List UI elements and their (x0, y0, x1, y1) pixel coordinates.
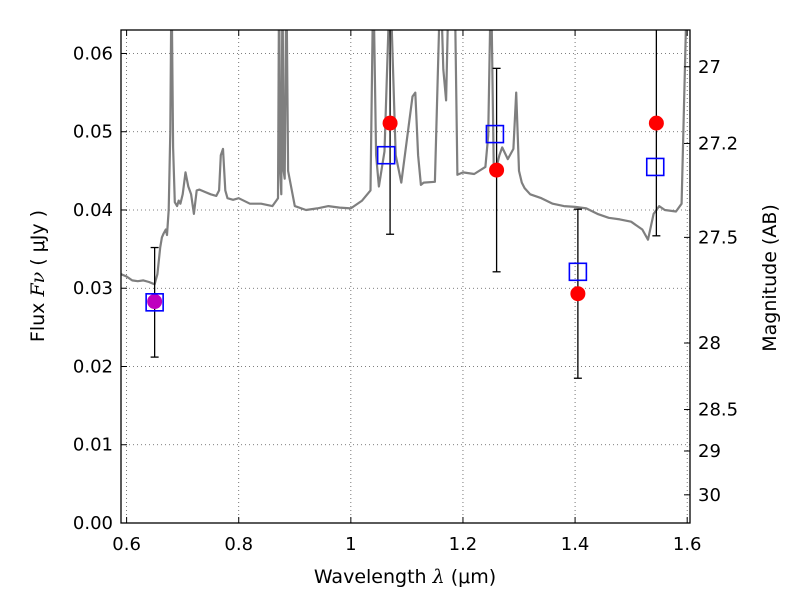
model-photometry-point-2 (485, 124, 505, 144)
x-tick-label-0: 0.6 (112, 534, 141, 555)
y-tick-label-0: 0.00 (73, 513, 113, 534)
model-photometry-points (145, 124, 665, 312)
y-tick-label-1: 0.01 (73, 435, 113, 456)
model-photometry-point-0 (145, 293, 164, 312)
y-axis-label-units: ( μJy ) (27, 210, 49, 272)
magnitude-tick-label-3: 28 (698, 333, 721, 354)
model-spectrum-line (121, 30, 687, 286)
magnitude-tick-label-1: 27.2 (698, 133, 738, 154)
model-photometry-point-3 (568, 262, 588, 282)
y-tick-label-5: 0.05 (73, 122, 113, 143)
observed-points (147, 115, 664, 310)
observed-point-2 (489, 162, 505, 178)
model-photometry-point-1 (376, 145, 396, 165)
magnitude-tick-label-4: 28.5 (698, 400, 738, 421)
x-axis-ticks: 0.6 0.8 1 1.2 1.4 1.6 (112, 30, 702, 555)
observed-point-0 (147, 294, 163, 310)
y-tick-label-3: 0.03 (73, 278, 113, 299)
y-tick-label-2: 0.02 (73, 356, 113, 377)
x-tick-label-3: 1.2 (449, 534, 478, 555)
x-tick-label-5: 1.6 (673, 534, 702, 555)
magnitude-tick-label-2: 27.5 (698, 227, 738, 248)
y-tick-label-6: 0.06 (73, 43, 113, 64)
magnitude-tick-label-6: 30 (698, 485, 721, 506)
magnitude-tick-label-0: 27 (698, 57, 721, 78)
x-axis-label-units: (μm) (445, 566, 496, 588)
x-tick-label-2: 1 (345, 534, 356, 555)
grid-lines (121, 30, 690, 523)
y-axis-label: Flux Fν ( μJy ) (27, 210, 49, 342)
y-axis-label-prefix: Flux (27, 297, 49, 343)
plot-frame (120, 29, 691, 524)
observed-point-4 (648, 115, 664, 131)
y-axis-ticks: 0.00 0.01 0.02 0.03 0.04 0.05 0.06 (73, 43, 127, 534)
x-axis-label-symbol: λ (432, 566, 445, 588)
x-tick-label-4: 1.4 (561, 534, 590, 555)
magnitude-axis-label: Magnitude (AB) (759, 204, 781, 352)
magnitude-axis-ticks: 27 27.2 27.5 28 28.5 29 30 (684, 57, 738, 506)
plot-background (121, 30, 690, 523)
model-photometry-point-4 (645, 157, 665, 177)
x-tick-label-1: 0.8 (224, 534, 253, 555)
x-axis-label-prefix: Wavelength (314, 566, 433, 588)
x-axis-label: Wavelength λ (μm) (314, 566, 496, 588)
observed-point-3 (570, 286, 586, 302)
observed-point-1 (382, 115, 398, 131)
y-axis-label-symbol: Fν (27, 271, 49, 297)
magnitude-tick-label-5: 29 (698, 441, 721, 462)
y-tick-label-4: 0.04 (73, 200, 113, 221)
